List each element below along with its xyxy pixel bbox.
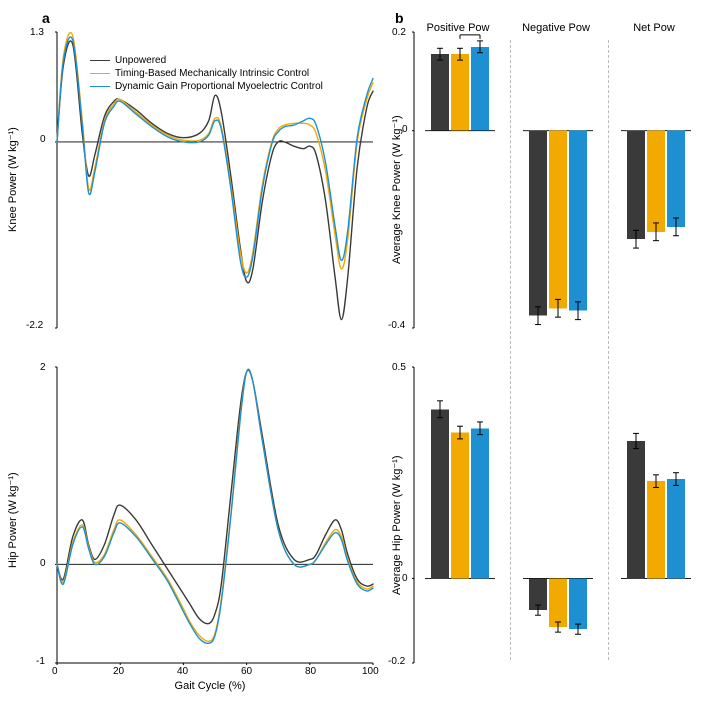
legend-swatch-1 — [90, 73, 110, 74]
line-plot-hip — [55, 365, 375, 665]
xtick-40: 40 — [177, 666, 188, 677]
ylabel-knee: Knee Power (W kg⁻¹) — [6, 120, 19, 240]
panel-label-b: b — [395, 10, 404, 26]
xtick-80: 80 — [305, 666, 316, 677]
xtick-20: 20 — [113, 666, 124, 677]
xtick-0: 0 — [52, 666, 58, 677]
bytick-h-zero: 0 — [402, 573, 408, 584]
ytick-hip-min: -1 — [36, 656, 45, 667]
legend-item-0: Unpowered — [90, 55, 323, 66]
legend-label-0: Unpowered — [115, 55, 166, 66]
bytick-k-min: -0.4 — [388, 320, 405, 331]
xlabel-hip: Gait Cycle (%) — [160, 680, 260, 692]
legend: Unpowered Timing-Based Mechanically Intr… — [90, 55, 323, 94]
bytick-k-max: 0.2 — [392, 27, 406, 38]
ytick-hip-max: 2 — [40, 362, 46, 373]
legend-item-1: Timing-Based Mechanically Intrinsic Cont… — [90, 68, 323, 79]
svg-text:*: * — [468, 30, 473, 36]
legend-swatch-0 — [90, 60, 110, 61]
bar-plot-knee: * — [412, 30, 709, 330]
ylabel-bars-knee: Average Knee Power (W kg⁻¹) — [390, 115, 403, 265]
xtick-100: 100 — [362, 666, 379, 677]
bar-plot-hip — [412, 365, 709, 665]
ytick-hip-zero: 0 — [40, 558, 46, 569]
legend-label-1: Timing-Based Mechanically Intrinsic Cont… — [115, 68, 309, 79]
xtick-60: 60 — [241, 666, 252, 677]
figure-root: a b Positive Pow Negative Pow Net Pow Kn… — [0, 0, 709, 702]
ytick-knee-min: -2.2 — [26, 320, 43, 331]
bytick-k-zero: 0 — [402, 124, 408, 135]
panel-label-a: a — [42, 10, 50, 26]
ytick-knee-zero: 0 — [40, 134, 46, 145]
bytick-h-max: 0.5 — [392, 362, 406, 373]
ytick-knee-max: 1.3 — [30, 27, 44, 38]
legend-swatch-2 — [90, 86, 110, 87]
legend-item-2: Dynamic Gain Proportional Myoelectric Co… — [90, 81, 323, 92]
ylabel-hip: Hip Power (W kg⁻¹) — [6, 460, 19, 580]
legend-label-2: Dynamic Gain Proportional Myoelectric Co… — [115, 81, 323, 92]
bytick-h-min: -0.2 — [388, 656, 405, 667]
